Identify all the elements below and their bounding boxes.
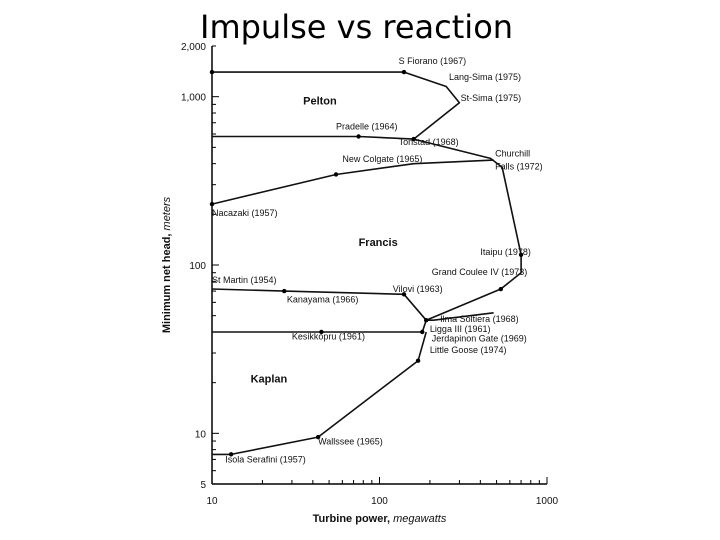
plant-label: Pradelle (1964) <box>336 121 398 131</box>
plant-label: Kanayama (1966) <box>287 294 359 304</box>
data-point <box>209 69 215 75</box>
plant-label: Grand Coulee IV (1973) <box>432 267 528 277</box>
plant-label: Churchill <box>495 149 530 159</box>
plant-label: Little Goose (1974) <box>430 345 507 355</box>
plant-label: Kesikkopru (1961) <box>292 332 365 342</box>
series-line <box>211 159 494 205</box>
x-axis-label: Turbine power, megawatts <box>313 513 447 525</box>
plant-label: Vilovi (1963) <box>393 284 443 294</box>
data-point <box>319 329 324 335</box>
data-point <box>401 69 407 75</box>
plant-label: S Fiorano (1967) <box>399 56 467 66</box>
chart-markers <box>209 69 524 457</box>
x-tick-label: 10 <box>206 496 218 507</box>
plant-label: Jerdapinon Gate (1969) <box>432 334 527 344</box>
region-label: Pelton <box>303 95 337 107</box>
data-point <box>401 292 407 297</box>
data-point <box>333 172 339 177</box>
data-point <box>420 329 425 335</box>
plant-label: St Martin (1954) <box>212 275 277 285</box>
data-point <box>518 252 524 257</box>
slide-title: Impulse vs reaction <box>200 8 514 46</box>
plant-label: Tonstad (1968) <box>399 137 459 147</box>
plant-label: Wallssee (1965) <box>318 436 383 446</box>
y-tick-label: 1,000 <box>181 93 206 104</box>
plant-label: Nacazaki (1957) <box>212 208 278 218</box>
region-label: Francis <box>359 237 398 249</box>
chart-annotations: Pelton Francis Kaplan S Fiorano (1967) Lang-… <box>212 56 543 464</box>
data-point <box>423 317 429 323</box>
plant-label: Itaipu (1978) <box>480 247 531 257</box>
y-tick-label: 100 <box>189 261 206 272</box>
plant-label: St-Sima (1975) <box>461 93 522 103</box>
y-axis-label-unit: meters <box>161 196 173 230</box>
x-axis-label-main: Turbine power, <box>313 513 393 525</box>
plant-label: Ligga III (1961) <box>430 324 491 334</box>
data-point <box>282 288 287 294</box>
x-tick-label: 1000 <box>536 496 559 507</box>
y-tick-label: 5 <box>200 480 206 491</box>
y-axis-label-main: Minimum net head, <box>161 230 173 333</box>
y-tick-label: 10 <box>195 429 207 440</box>
data-point <box>415 358 421 363</box>
region-label: Kaplan <box>251 374 288 386</box>
series-line <box>426 312 494 322</box>
plant-label: Lang-Sima (1975) <box>449 72 521 82</box>
data-point <box>498 286 504 292</box>
x-axis-label-unit: megawatts <box>393 513 447 525</box>
data-point <box>315 434 321 440</box>
data-point <box>228 452 234 457</box>
y-tick-label: 2,000 <box>181 42 206 53</box>
plant-label: Falls (1972) <box>495 161 543 171</box>
x-tick-label: 100 <box>371 496 388 507</box>
data-point <box>356 134 361 139</box>
series-line <box>211 288 427 321</box>
data-point <box>411 136 416 142</box>
plant-label: Isola Serafini (1957) <box>225 455 306 465</box>
y-axis-label: Minimum net head, meters <box>161 196 173 333</box>
plant-label: New Colgate (1965) <box>342 154 422 164</box>
plant-label: Ilma Soltiera (1968) <box>440 314 519 324</box>
data-point <box>209 201 215 207</box>
